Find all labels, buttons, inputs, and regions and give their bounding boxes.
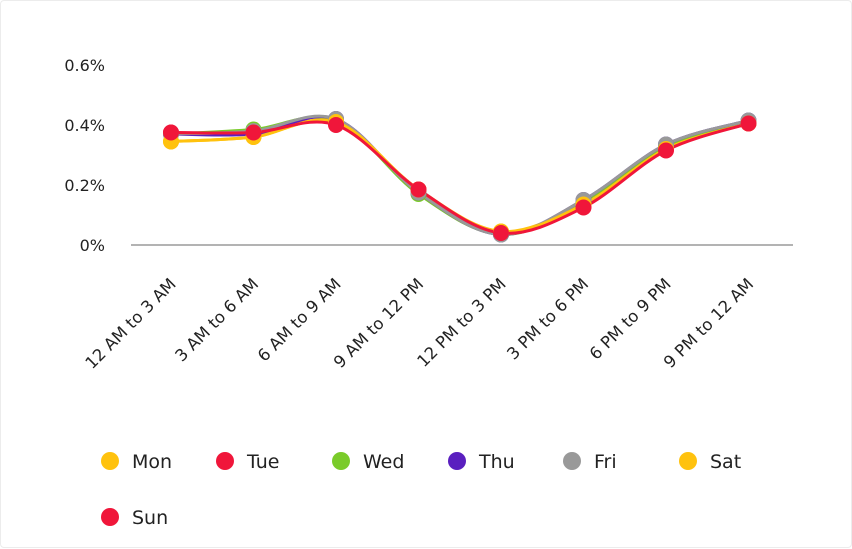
legend-swatch: [332, 452, 350, 470]
y-tick-label: 0.6%: [64, 56, 105, 75]
legend: Mon Tue Wed Thu Fri Sat Sun: [101, 451, 741, 529]
series-lines: [169, 114, 750, 237]
legend-label: Thu: [478, 451, 515, 473]
data-point-sun: [740, 115, 757, 132]
data-point-sun: [658, 142, 674, 159]
legend-swatch: [101, 508, 119, 526]
series-line-fri: [169, 114, 750, 237]
data-point-sun: [410, 181, 427, 198]
x-tick-label: 12 AM to 3 AM: [81, 274, 179, 372]
legend-item: Sat: [679, 451, 741, 473]
legend-swatch: [101, 452, 119, 470]
legend-item: Tue: [216, 451, 279, 473]
legend-item: Fri: [563, 451, 617, 473]
legend-item: Mon: [101, 451, 172, 473]
legend-label: Tue: [246, 451, 279, 473]
x-tick-label: 9 PM to 12 AM: [660, 274, 757, 371]
legend-swatch: [563, 452, 581, 470]
legend-label: Wed: [363, 451, 404, 473]
x-axis-tick-labels: 12 AM to 3 AM3 AM to 6 AM6 AM to 9 AM9 A…: [81, 274, 757, 372]
legend-item: Sun: [101, 507, 168, 529]
series-points: [163, 111, 757, 243]
x-tick-label: 3 AM to 6 AM: [171, 274, 262, 365]
legend-item: Wed: [332, 451, 404, 473]
data-point-sun: [493, 225, 509, 241]
y-tick-label: 0.4%: [64, 116, 105, 135]
data-point-sun: [328, 117, 344, 133]
legend-swatch: [448, 452, 466, 470]
data-point-sun: [245, 124, 262, 141]
legend-swatch: [679, 452, 697, 470]
legend-label: Mon: [132, 451, 172, 473]
y-axis-tick-labels: 0% 0.2% 0.4% 0.6%: [64, 56, 105, 255]
y-tick-label: 0%: [80, 236, 105, 255]
data-point-sun: [163, 124, 179, 141]
legend-label: Fri: [594, 451, 617, 473]
series-line-sun: [169, 120, 750, 235]
x-tick-label: 3 PM to 6 PM: [503, 274, 592, 363]
data-point-sun: [575, 199, 592, 216]
y-tick-label: 0.2%: [64, 176, 105, 195]
legend-swatch: [216, 452, 234, 470]
x-tick-label: 12 PM to 3 PM: [413, 274, 509, 370]
legend-label: Sun: [132, 507, 168, 529]
legend-item: Thu: [448, 451, 515, 473]
legend-label: Sat: [710, 451, 741, 473]
x-tick-label: 6 AM to 9 AM: [254, 274, 345, 365]
x-tick-label: 6 PM to 9 PM: [586, 274, 675, 363]
